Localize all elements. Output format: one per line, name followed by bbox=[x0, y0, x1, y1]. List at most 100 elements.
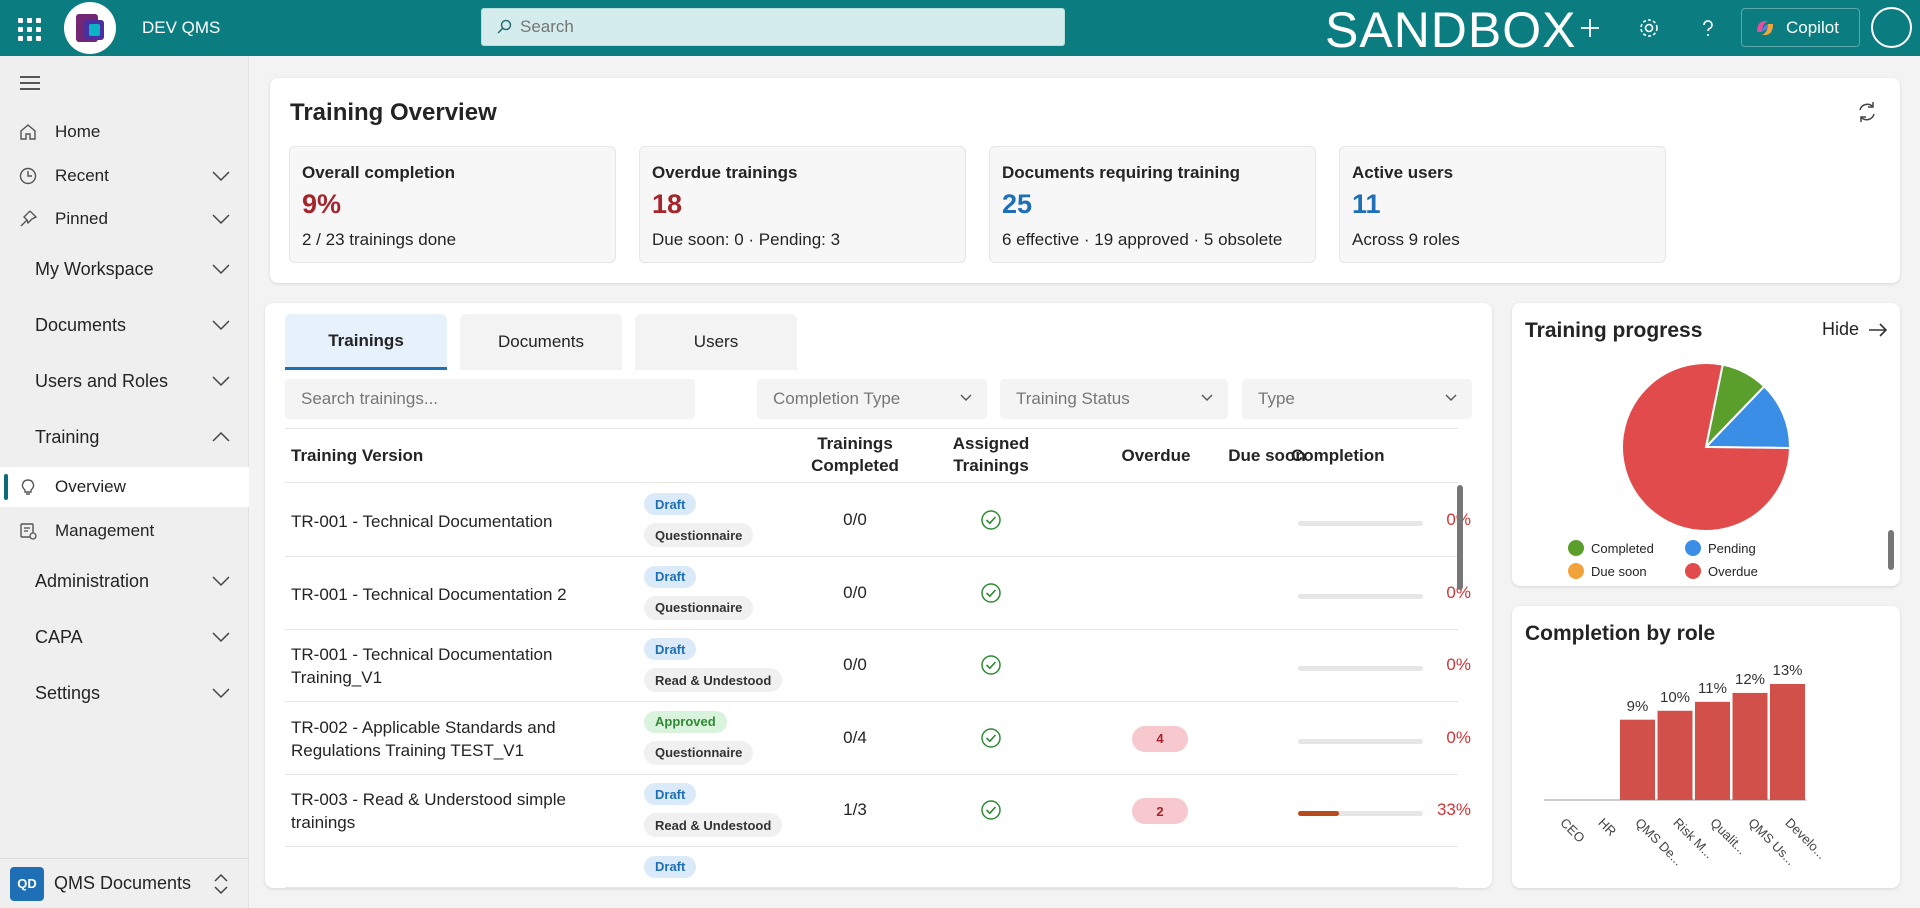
column-training-version[interactable]: Training Version bbox=[291, 446, 424, 465]
completion-percent: 33% bbox=[1436, 800, 1471, 819]
training-name[interactable]: TR-003 - Read & Understood simple traini… bbox=[291, 790, 566, 832]
table-row[interactable]: TR-001 - Technical Documentation Trainin… bbox=[285, 630, 1471, 702]
chevron-down-icon[interactable] bbox=[211, 375, 231, 387]
table-row[interactable]: Draft bbox=[285, 848, 1458, 888]
column-trainings-completed[interactable]: Trainings Completed bbox=[811, 434, 899, 475]
bar-6[interactable] bbox=[1770, 684, 1805, 800]
chevron-up-down-icon[interactable] bbox=[212, 872, 230, 896]
table-scrollbar[interactable] bbox=[1457, 485, 1463, 590]
training-name[interactable]: TR-001 - Technical Documentation Trainin… bbox=[291, 645, 553, 687]
bar-2[interactable] bbox=[1620, 719, 1655, 800]
sidebar-item-label: Home bbox=[55, 122, 101, 141]
kpi-subtitle: 2 / 23 trainings done bbox=[302, 230, 457, 249]
bar-4[interactable] bbox=[1695, 701, 1730, 800]
bar-5[interactable] bbox=[1732, 692, 1768, 800]
progress-scrollbar[interactable] bbox=[1888, 530, 1894, 570]
sidebar-group-label: My Workspace bbox=[35, 258, 154, 279]
training-name[interactable]: TR-001 - Technical Documentation 2 bbox=[291, 584, 567, 604]
completion-progress-bar bbox=[1298, 593, 1423, 599]
column-overdue[interactable]: Overdue bbox=[1121, 446, 1191, 465]
type-badge: Questionnaire bbox=[644, 595, 754, 620]
sidebar-item-management[interactable]: Management bbox=[0, 511, 249, 551]
chevron-down-icon bbox=[1445, 394, 1457, 401]
copilot-button[interactable]: Copilot bbox=[1741, 8, 1860, 47]
chevron-down-icon[interactable] bbox=[211, 575, 231, 587]
sidebar-group-label: Documents bbox=[35, 314, 127, 335]
chevron-down-icon[interactable] bbox=[211, 170, 231, 182]
kpi-title: Documents requiring training bbox=[1002, 163, 1241, 182]
search-input[interactable] bbox=[520, 17, 1040, 37]
type-dropdown[interactable]: Type bbox=[1242, 379, 1472, 419]
bar-value-label: 12% bbox=[1734, 670, 1766, 688]
legend-pending: Pending bbox=[1685, 540, 1756, 556]
sidebar-group-documents[interactable]: Documents bbox=[0, 305, 249, 345]
app-name[interactable]: DEV QMS bbox=[142, 18, 221, 37]
kpi-value: 18 bbox=[652, 189, 683, 219]
tab-users[interactable]: Users bbox=[635, 314, 797, 370]
sidebar-item-label: Management bbox=[55, 521, 155, 540]
sidebar-item-label: Recent bbox=[55, 166, 109, 185]
sidebar-item-overview[interactable]: Overview bbox=[0, 467, 249, 507]
sidebar-group-users-and-roles[interactable]: Users and Roles bbox=[0, 361, 249, 401]
sidebar-item-label: Overview bbox=[55, 477, 126, 496]
sidebar-group-label: Training bbox=[35, 426, 100, 447]
page-title: Training Overview bbox=[290, 99, 497, 126]
chevron-down-icon[interactable] bbox=[211, 263, 231, 275]
kpi-value: 25 bbox=[1002, 189, 1033, 219]
chevron-down-icon[interactable] bbox=[211, 687, 231, 699]
sidebar-group-settings[interactable]: Settings bbox=[0, 673, 249, 713]
app-launcher-icon[interactable] bbox=[14, 14, 42, 42]
training-name[interactable]: TR-001 - Technical Documentation bbox=[291, 512, 553, 531]
search-trainings-input[interactable]: Search trainings... bbox=[285, 379, 695, 419]
plus-icon[interactable] bbox=[1574, 12, 1606, 44]
refresh-icon[interactable] bbox=[1855, 100, 1879, 124]
completion-progress-fill bbox=[1298, 811, 1340, 816]
area-switcher[interactable]: QD QMS Documents bbox=[0, 858, 249, 908]
kpi-overall-completion: Overall completion 9% 2 / 23 trainings d… bbox=[289, 146, 616, 263]
sidebar-item-recent[interactable]: Recent bbox=[0, 156, 249, 196]
global-search[interactable] bbox=[481, 8, 1065, 46]
training-name[interactable]: TR-002 - Applicable Standards and Regula… bbox=[291, 717, 556, 760]
hide-button[interactable]: Hide bbox=[1822, 319, 1889, 340]
completion-by-role-title: Completion by role bbox=[1525, 622, 1716, 645]
sidebar-group-my-workspace[interactable]: My Workspace bbox=[0, 249, 249, 289]
table-row[interactable]: TR-002 - Applicable Standards and Regula… bbox=[285, 703, 1471, 775]
table-row[interactable]: TR-001 - Technical Documentation 2 Draft Q… bbox=[285, 558, 1471, 630]
chevron-down-icon[interactable] bbox=[211, 213, 231, 225]
column-due-soon[interactable]: Due soon bbox=[1228, 446, 1306, 465]
sidebar-group-label: Administration bbox=[35, 570, 150, 591]
pie-slice-pending[interactable] bbox=[1703, 385, 1791, 449]
sidebar-item-home[interactable]: Home bbox=[0, 112, 249, 152]
tab-trainings[interactable]: Trainings bbox=[285, 314, 447, 370]
tab-documents[interactable]: Documents bbox=[460, 314, 622, 370]
check-circle-icon bbox=[981, 727, 1001, 748]
table-row[interactable]: TR-003 - Read & Understood simple traini… bbox=[285, 775, 1471, 847]
help-icon[interactable] bbox=[1692, 12, 1724, 44]
training-status-dropdown[interactable]: Training Status bbox=[1000, 379, 1228, 419]
completion-progress-bar bbox=[1298, 811, 1423, 816]
completion-type-dropdown[interactable]: Completion Type bbox=[757, 379, 987, 419]
chevron-down-icon[interactable] bbox=[211, 631, 231, 643]
area-avatar: QD bbox=[10, 866, 44, 901]
bar-value-label: 10% bbox=[1659, 688, 1691, 706]
sidebar-group-training[interactable]: Training bbox=[0, 417, 249, 457]
type-badge: Questionnaire bbox=[644, 740, 754, 765]
training-progress-title: Training progress bbox=[1525, 319, 1703, 342]
sidebar-item-label: Pinned bbox=[55, 209, 108, 228]
gear-icon[interactable] bbox=[1633, 12, 1665, 44]
table-row[interactable]: TR-001 - Technical Documentation Draft Que… bbox=[285, 485, 1471, 557]
check-circle-icon bbox=[981, 655, 1001, 675]
column-assigned-trainings[interactable]: Assigned Trainings bbox=[952, 434, 1030, 475]
bar-3[interactable] bbox=[1657, 710, 1693, 800]
completion-percent: 0% bbox=[1446, 582, 1471, 602]
column-completion[interactable]: Completion bbox=[1291, 446, 1385, 465]
pie-slice-overdue[interactable] bbox=[1621, 362, 1792, 532]
hamburger-menu-icon[interactable] bbox=[20, 76, 40, 90]
user-avatar[interactable] bbox=[1871, 7, 1912, 48]
chevron-up-icon[interactable] bbox=[211, 431, 231, 443]
chevron-down-icon[interactable] bbox=[211, 319, 231, 331]
sidebar-group-administration[interactable]: Administration bbox=[0, 561, 249, 601]
sidebar-group-capa[interactable]: CAPA bbox=[0, 617, 249, 657]
completion-percent: 0% bbox=[1446, 655, 1471, 674]
sidebar-item-pinned[interactable]: Pinned bbox=[0, 199, 249, 239]
